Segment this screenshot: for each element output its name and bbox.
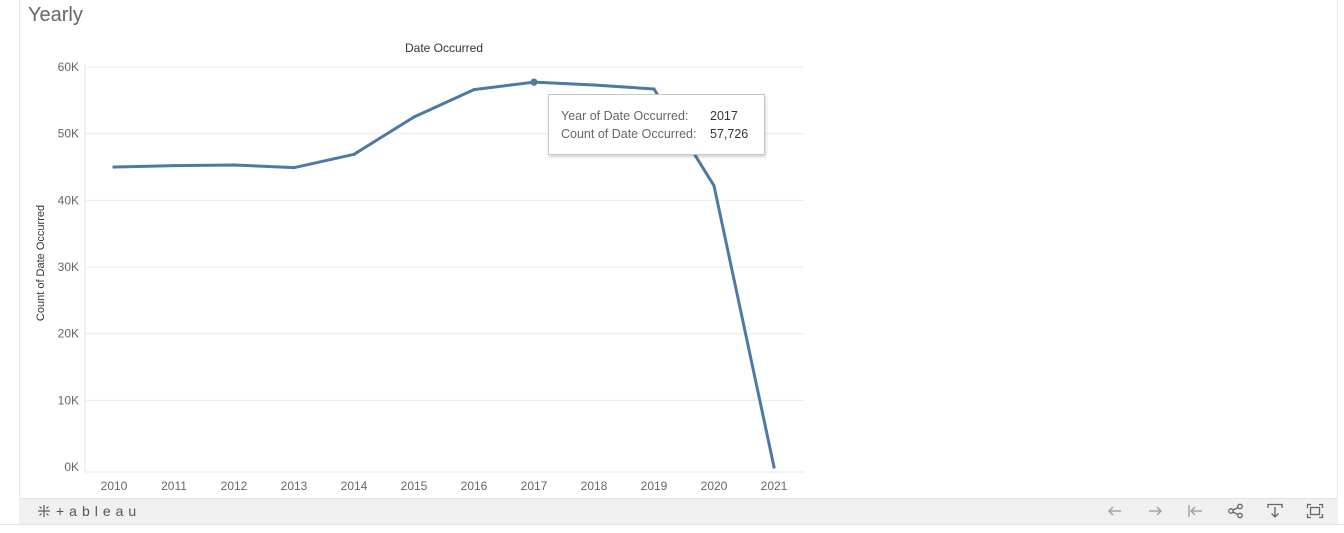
tableau-logo-icon: [38, 505, 50, 517]
y-tick-label: 60K: [58, 60, 79, 74]
tooltip-value: 57,726: [710, 127, 749, 141]
y-tick-label: 30K: [58, 260, 79, 274]
data-point[interactable]: [412, 115, 416, 119]
chart-title: Date Occurred: [405, 41, 483, 55]
revert-button[interactable]: [1185, 502, 1205, 520]
y-tick-label: 10K: [58, 393, 79, 407]
x-tick-label: 2010: [101, 479, 128, 493]
tooltip-label: Count of Date Occurred:: [561, 127, 697, 141]
share-icon: [1228, 503, 1243, 519]
bottom-strip: [0, 524, 1344, 533]
right-gutter: [1337, 0, 1344, 497]
download-button[interactable]: [1265, 502, 1285, 520]
data-point[interactable]: [292, 166, 296, 170]
line-chart[interactable]: Date Occurred Count of Date Occurred 0K 1…: [0, 0, 1344, 497]
x-tick-label: 2015: [401, 479, 428, 493]
y-tick-label: 50K: [58, 127, 79, 141]
highlighted-data-point[interactable]: [530, 78, 538, 86]
x-tick-label: 2012: [221, 479, 248, 493]
x-axis: 2010 2011 2012 2013 2014 2015 2016 2017 2018 2019…: [101, 479, 788, 493]
revert-icon: [1188, 505, 1202, 517]
y-axis-label: Count of Date Occurred: [35, 205, 47, 321]
tooltip-label: Year of Date Occurred:: [561, 109, 689, 123]
gridlines: [84, 64, 804, 473]
x-tick-label: 2016: [461, 479, 488, 493]
x-tick-label: 2011: [161, 479, 187, 493]
left-gutter: [0, 0, 20, 497]
data-point[interactable]: [712, 184, 716, 188]
y-tick-label: 0K: [64, 460, 79, 474]
y-tick-label: 40K: [58, 193, 79, 207]
data-point[interactable]: [112, 165, 116, 169]
tableau-logo-text: +ableau: [56, 503, 142, 519]
x-tick-label: 2019: [641, 479, 668, 493]
tooltip-row-year: Year of Date Occurred: 2017: [561, 109, 764, 127]
share-button[interactable]: [1226, 502, 1246, 520]
x-tick-label: 2014: [341, 479, 368, 493]
toolbar: +ableau: [19, 498, 1338, 524]
fullscreen-icon: [1306, 503, 1324, 519]
arrow-right-icon: [1149, 506, 1162, 516]
x-tick-label: 2020: [701, 479, 728, 493]
fullscreen-button[interactable]: [1305, 502, 1325, 520]
x-tick-label: 2018: [581, 479, 608, 493]
tooltip: Year of Date Occurred: 2017 Count of Date…: [548, 94, 765, 155]
tooltip-value: 2017: [710, 109, 738, 123]
y-tick-label: 20K: [58, 327, 79, 341]
data-point[interactable]: [652, 87, 656, 91]
data-point[interactable]: [772, 465, 776, 469]
tableau-logo[interactable]: +ableau: [36, 503, 141, 519]
x-tick-label: 2021: [761, 479, 788, 493]
data-point[interactable]: [592, 83, 596, 87]
data-point[interactable]: [232, 163, 236, 167]
download-icon: [1267, 503, 1283, 518]
x-tick-label: 2013: [281, 479, 308, 493]
data-point[interactable]: [472, 88, 476, 92]
data-point[interactable]: [172, 164, 176, 168]
x-tick-label: 2017: [521, 479, 548, 493]
redo-button[interactable]: [1145, 502, 1165, 520]
data-point[interactable]: [352, 152, 356, 156]
sheet-title: Yearly: [28, 4, 83, 26]
tooltip-row-count: Count of Date Occurred: 57,726: [561, 127, 764, 145]
undo-button[interactable]: [1105, 502, 1125, 520]
arrow-left-icon: [1108, 506, 1121, 516]
y-axis: 0K 10K 20K 30K 40K 50K 60K: [58, 60, 79, 474]
